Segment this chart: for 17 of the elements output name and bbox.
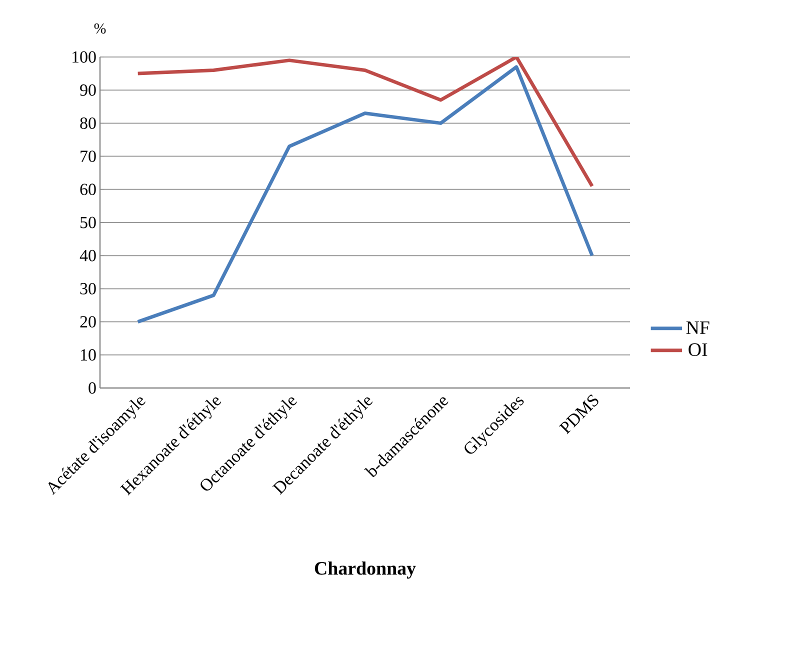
y-tick-label: 100 xyxy=(72,51,96,63)
y-tick-label: 90 xyxy=(80,84,96,96)
y-tick-label: 60 xyxy=(80,184,96,196)
y-tick-label: 80 xyxy=(80,117,96,129)
legend-label: OI xyxy=(688,343,708,356)
y-tick-label: 70 xyxy=(80,150,96,162)
line-series xyxy=(136,56,594,188)
y-tick-label: 0 xyxy=(88,382,96,394)
y-axis-title: % xyxy=(94,23,106,34)
y-tick-label: 50 xyxy=(80,216,96,228)
y-tick-label: 40 xyxy=(80,250,96,262)
legend-label: NF xyxy=(686,321,710,334)
y-tick-label: 20 xyxy=(80,316,96,328)
y-tick-label: 10 xyxy=(81,349,96,361)
line-series xyxy=(136,65,594,324)
x-axis-title: Chardonnay xyxy=(314,561,416,579)
y-tick-label: 30 xyxy=(80,282,96,294)
